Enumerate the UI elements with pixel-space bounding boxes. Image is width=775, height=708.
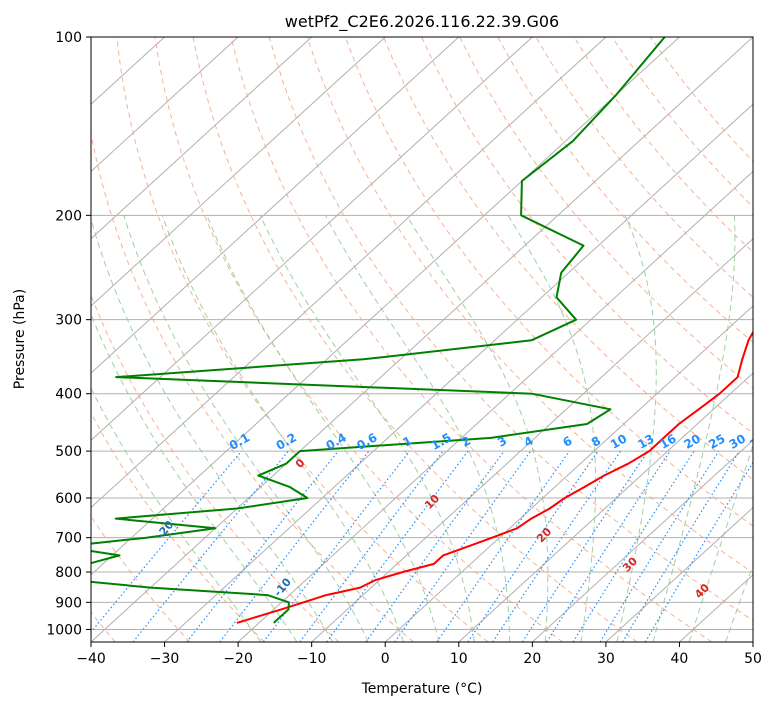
mixing-ratio-line (436, 450, 570, 642)
dry-adiabat-line (91, 515, 191, 642)
dry-adiabat-line (91, 412, 265, 642)
chart-title: wetPf2_C2E6.2026.116.22.39.G06 (285, 12, 559, 32)
moist-adiabat-line (123, 215, 369, 642)
isotherm-line (91, 37, 533, 442)
mixing-ratio-line (365, 450, 505, 642)
dry-adiabat-line (192, 37, 638, 642)
moist-adiabat-line (161, 215, 405, 642)
x-tick-label: 40 (671, 651, 689, 667)
isotherm-line (384, 305, 753, 642)
mixing-ratio-line (91, 450, 242, 633)
x-tick-label: −40 (76, 651, 106, 667)
mixing-ratio-label: 36 (747, 431, 768, 451)
x-tick-label: 50 (744, 651, 762, 667)
mixing-ratio-line (599, 450, 720, 642)
dry-adiabat-line (116, 37, 489, 642)
mixing-ratio-line (263, 450, 410, 642)
moist-adiabat-line (406, 215, 549, 642)
dry-adiabat-line (459, 37, 753, 389)
x-tick-label: 20 (523, 651, 541, 667)
dry-adiabat-line (154, 37, 563, 642)
x-tick-label: −20 (223, 651, 253, 667)
isotherm-line (91, 37, 313, 240)
dry-adiabat-line (268, 37, 753, 622)
y-tick-label: 500 (55, 444, 82, 460)
isotherm-line (91, 37, 386, 307)
mixing-ratio-line (467, 450, 599, 642)
moist-adiabat-line (91, 313, 298, 642)
dry-adiabat-line (91, 293, 340, 642)
isotherm-line (605, 506, 753, 642)
moist-adiabat-line (91, 387, 262, 642)
isotherm-line (91, 37, 607, 509)
y-tick-label: 200 (55, 208, 82, 224)
x-tick-label: −10 (297, 651, 327, 667)
dry-adiabat-line (230, 37, 713, 642)
temperature-profile-line (236, 330, 753, 624)
moist-adiabat-line (259, 215, 475, 642)
mixing-ratio-line (299, 450, 444, 642)
moist-adiabat-line (616, 215, 657, 642)
x-axis-label: Temperature (°C) (361, 681, 483, 697)
isotherm-line (164, 103, 753, 642)
dry-adiabat-line (344, 37, 753, 527)
y-tick-label: 400 (55, 387, 82, 403)
y-tick-label: 100 (55, 30, 82, 46)
isotherm-line (91, 37, 753, 642)
isotherm-line (531, 439, 753, 642)
mixing-ratio-line (132, 450, 289, 642)
y-tick-label: 1000 (46, 622, 82, 638)
x-tick-label: −30 (150, 651, 180, 667)
mixing-ratio-line (622, 450, 740, 642)
mixing-ratio-line (326, 450, 469, 642)
y-tick-label: 800 (55, 565, 82, 581)
plot-frame (90, 36, 754, 643)
dry-adiabat-line (91, 131, 414, 642)
y-tick-label: 700 (55, 531, 82, 547)
moist-adiabat-line (507, 215, 597, 642)
mixing-ratio-line (492, 450, 622, 642)
dry-adiabat-line (497, 37, 753, 344)
isotherm-line (311, 237, 753, 642)
dewpoint-profile-line (91, 37, 666, 624)
x-tick-label: 30 (597, 651, 615, 667)
isotherm-line (91, 37, 680, 576)
moist-adiabat-line (688, 443, 753, 642)
isotherm-line (237, 170, 753, 642)
isotherm-line (91, 37, 460, 374)
mixing-ratio-line (394, 450, 532, 642)
mixing-ratio-line (572, 450, 695, 642)
y-axis-label: Pressure (hPa) (12, 289, 28, 389)
mixing-ratio-line (546, 450, 671, 642)
x-tick-label: 0 (381, 651, 390, 667)
y-tick-label: 600 (55, 491, 82, 507)
y-tick-label: 300 (55, 313, 82, 329)
isotherm-line (91, 37, 239, 173)
mixing-ratio-line (521, 450, 649, 642)
x-tick-label: 10 (450, 651, 468, 667)
y-tick-label: 900 (55, 595, 82, 611)
moist-adiabat-line (206, 215, 440, 642)
isotherm-line (458, 372, 753, 642)
dry-adiabat-line (306, 37, 753, 574)
